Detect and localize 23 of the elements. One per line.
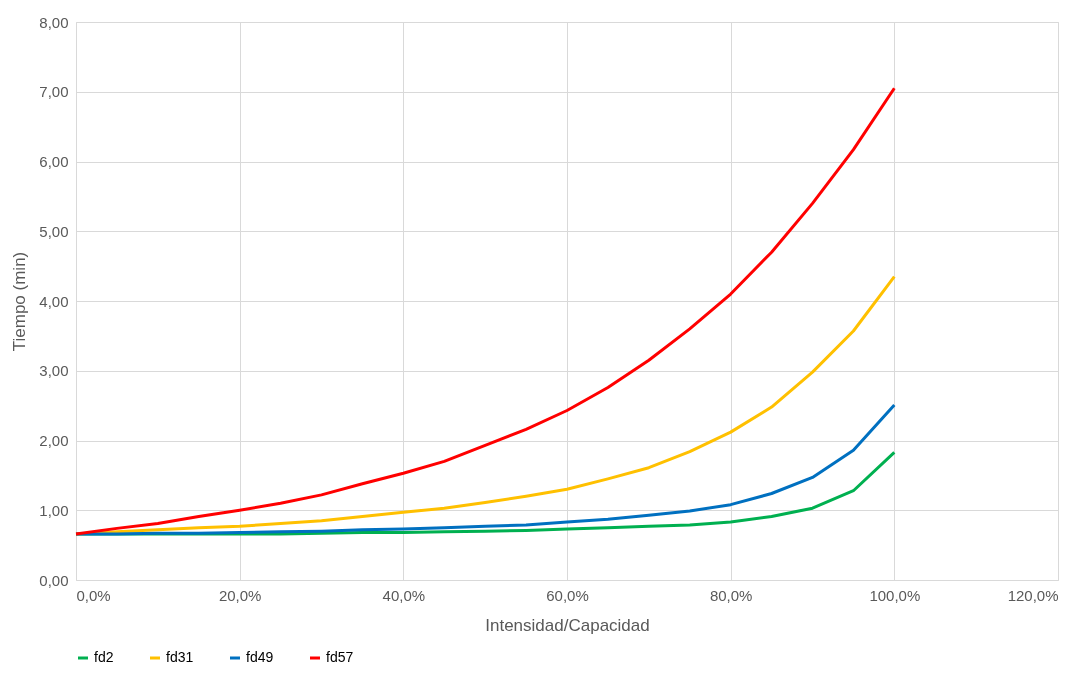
y-tick-label: 3,00: [39, 362, 69, 380]
legend-label: fd2: [94, 649, 114, 665]
legend-label: fd31: [166, 649, 194, 665]
x-tick-label: 0,0%: [76, 586, 111, 604]
y-tick-label: 6,00: [39, 153, 69, 170]
x-tick-label: 100,0%: [869, 586, 921, 604]
legend-label: fd49: [246, 649, 274, 665]
x-axis-title: Intensidad/Capacidad: [485, 615, 650, 635]
x-tick-label: 80,0%: [709, 586, 753, 604]
x-tick-label: 60,0%: [546, 586, 589, 604]
line-series: [74, 86, 896, 536]
x-tick-label: 120,0%: [1007, 586, 1059, 604]
y-tick-label: 5,00: [39, 222, 69, 240]
y-tick-label: 1,00: [39, 501, 69, 519]
y-axis-title: Tiempo (min): [10, 251, 30, 352]
y-tick-label: 0,00: [39, 571, 69, 589]
legend-label: fd57: [326, 649, 354, 665]
x-tick-label: 40,0%: [382, 586, 426, 604]
y-tick-label: 4,00: [39, 292, 69, 310]
x-tick-label: 20,0%: [218, 586, 262, 604]
y-tick-label: 7,00: [39, 83, 69, 101]
y-tick-label: 8,00: [39, 13, 69, 31]
y-tick-label: 2,00: [39, 432, 69, 449]
